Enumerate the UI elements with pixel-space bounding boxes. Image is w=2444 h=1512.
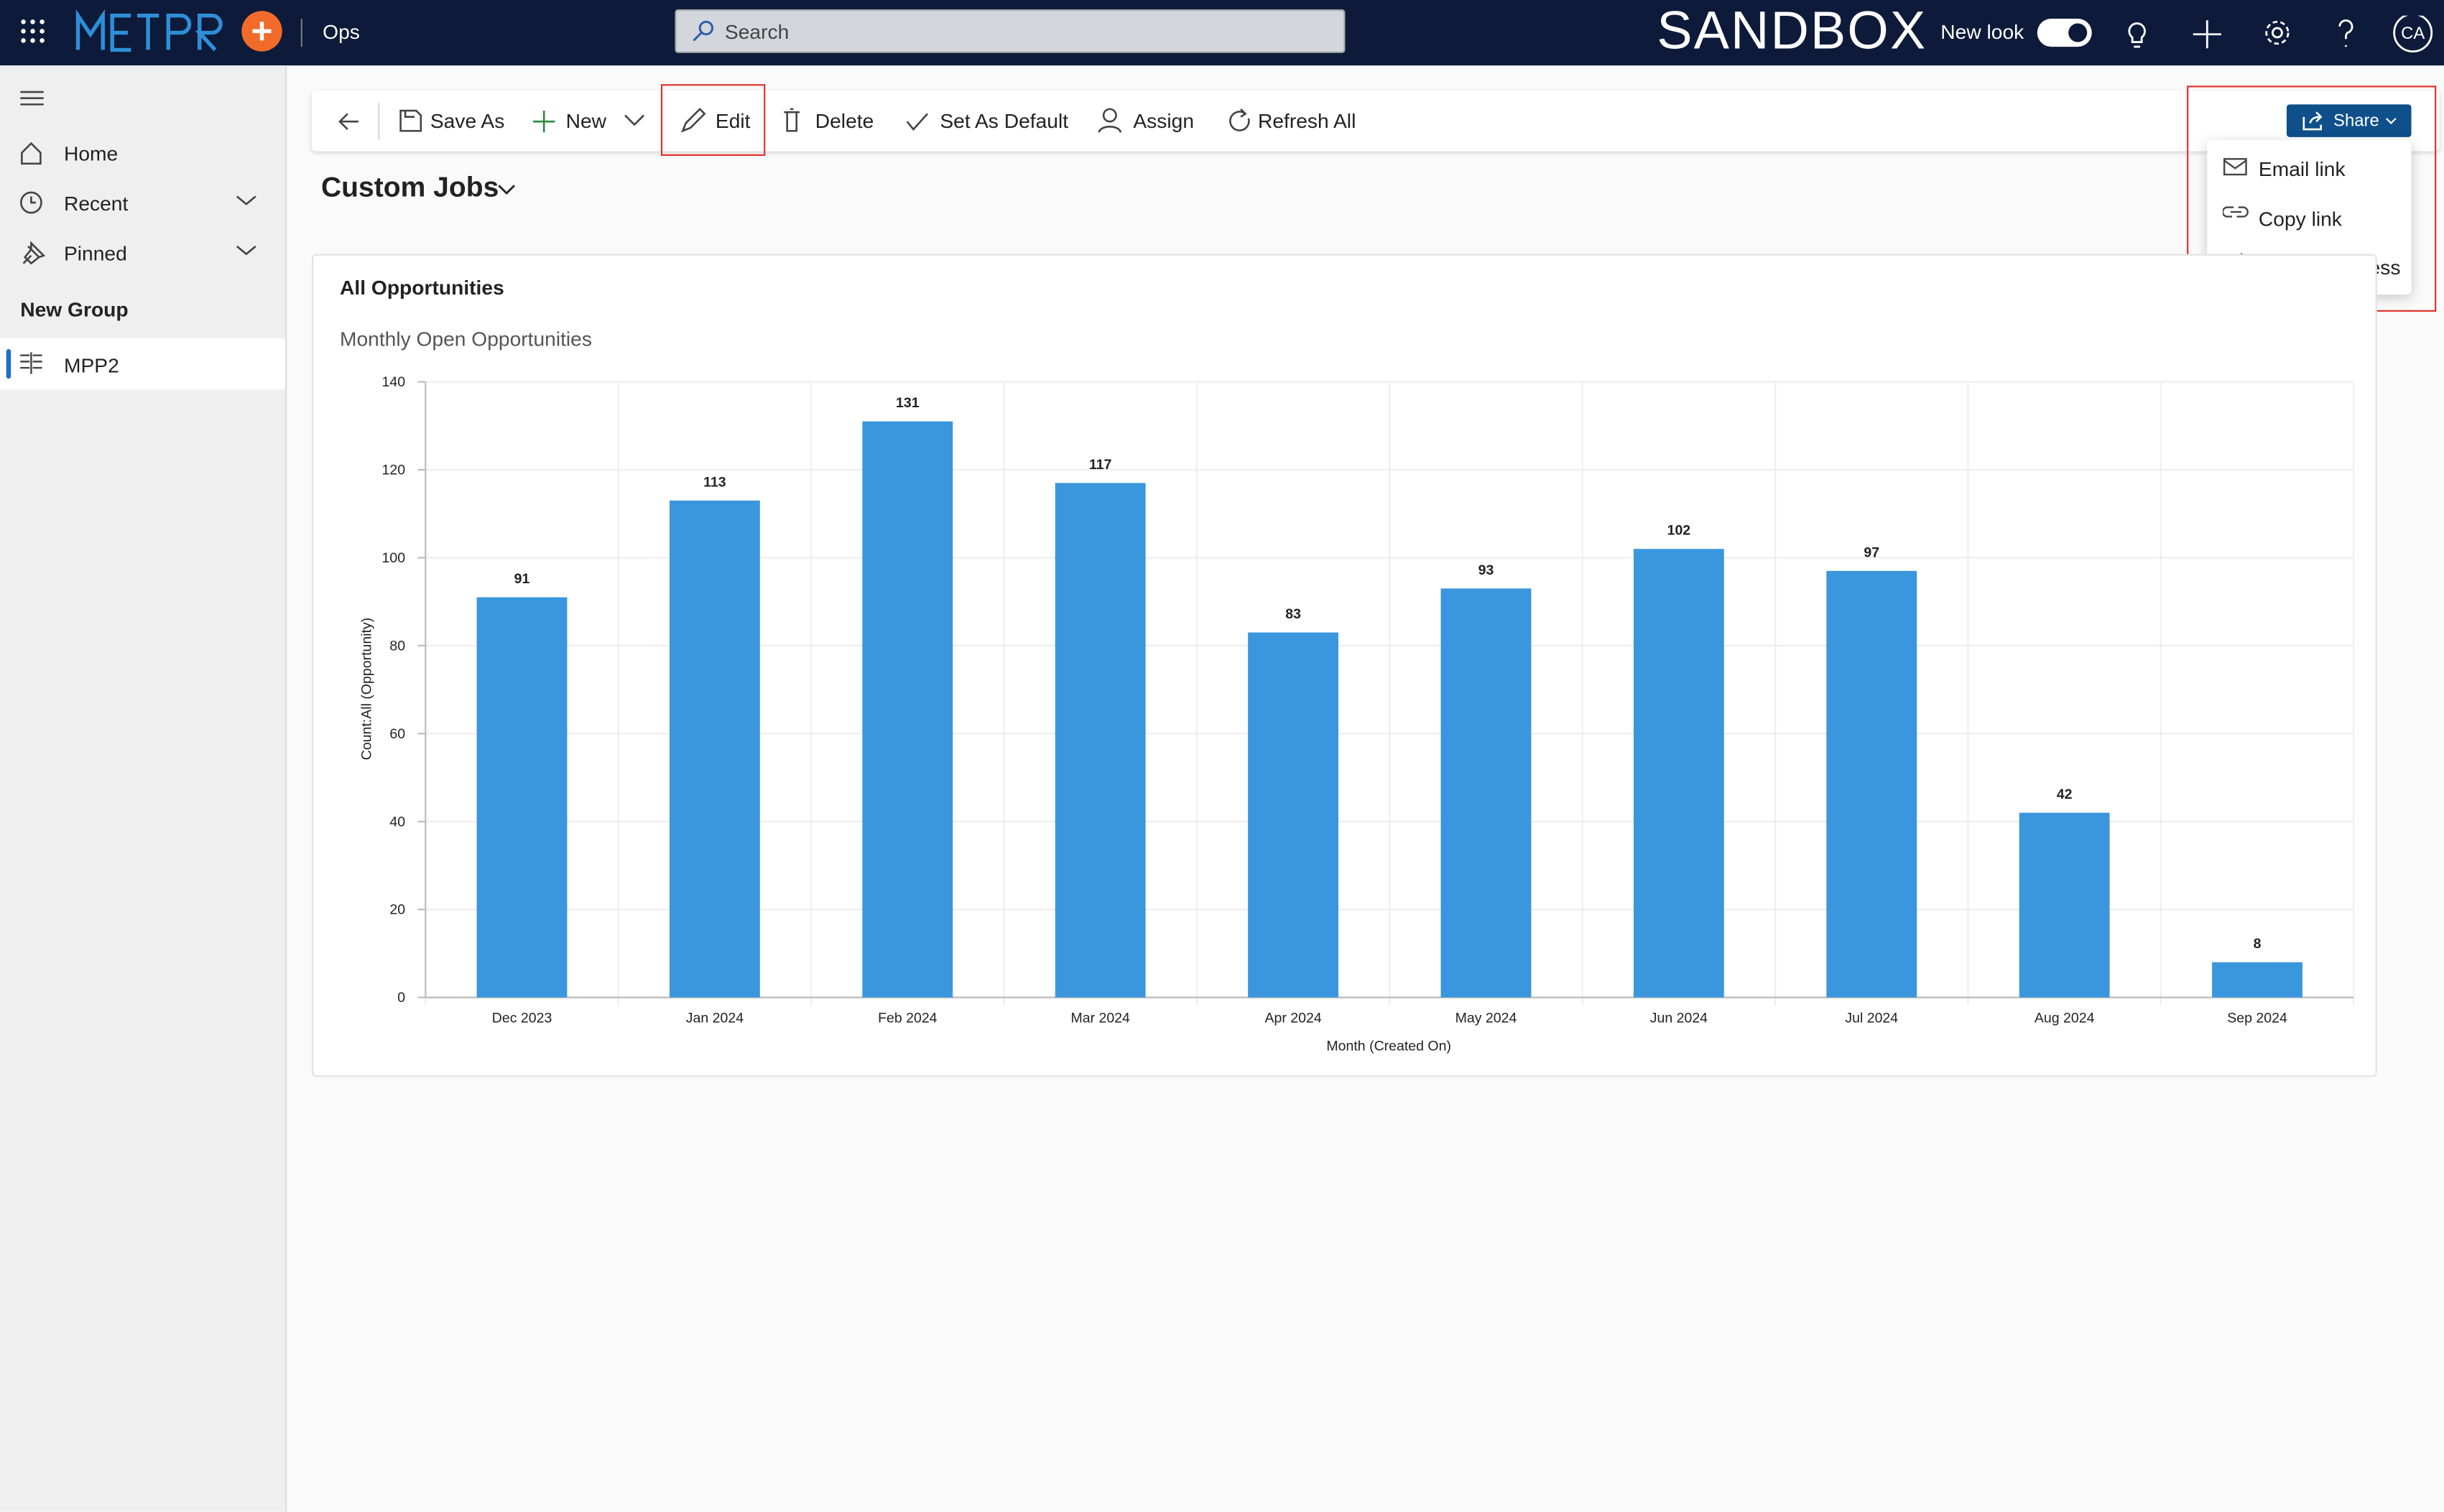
nav-item: MPP2 [63,353,119,378]
search-placeholder: Search [724,20,790,44]
value-label: 117 [1089,457,1111,473]
value-label: 93 [1478,562,1494,578]
command-bar [311,90,2440,152]
environment-label: SANDBOX [1657,1,1927,61]
highlight-box [660,84,766,156]
command[interactable]: Edit [715,108,751,133]
menu-item[interactable]: Email link [2258,157,2346,181]
search-box[interactable]: Search [675,9,1346,53]
bar [1055,483,1146,998]
value-label: 131 [896,395,920,411]
x-tick-label: Apr 2024 [1264,1010,1321,1026]
command[interactable]: Assign [1133,108,1195,133]
nav-selected[interactable]: MPP2 [0,338,286,390]
x-tick-label: May 2024 [1455,1010,1517,1026]
avatar[interactable]: CA [2401,24,2425,43]
x-tick-label: Jun 2024 [1650,1010,1708,1026]
bar [1826,570,1917,998]
bar [2019,812,2110,998]
new-look-toggle[interactable] [2037,19,2092,47]
app-area[interactable]: Ops [323,20,360,44]
bar [2212,962,2302,998]
value-label: 102 [1667,523,1691,539]
nav-icons [19,142,256,265]
selection-bar [6,349,11,379]
x-tick-label: Mar 2024 [1070,1010,1130,1026]
search-icon [693,20,714,42]
x-tick-label: Jul 2024 [1845,1010,1898,1026]
view-title[interactable]: Custom Jobs [320,171,499,203]
share-icon [2302,111,2323,131]
menu-item[interactable]: Copy link [2258,207,2342,231]
value-label: 8 [2254,936,2262,952]
chart-title: Monthly Open Opportunities [340,328,592,351]
y-axis-label: Count:All (Opportunity) [358,618,374,760]
toggle-knob [2068,23,2088,42]
y-tick-label: 100 [382,550,406,566]
value-label: 91 [514,571,530,587]
nav-item[interactable]: Pinned [63,241,127,265]
command-icons [338,103,1250,141]
bar [669,500,760,998]
y-tick-label: 60 [389,726,405,742]
header-icons[interactable]: CA [2123,15,2435,53]
divider [300,19,302,47]
top-bar: Ops Search SANDBOX New look CA [0,0,2444,66]
chevron [498,185,515,195]
y-tick-label: 80 [389,638,405,654]
y-tick-label: 0 [397,990,405,1006]
x-tick-label: Aug 2024 [2035,1010,2095,1026]
y-tick-label: 140 [382,374,406,390]
x-tick-label: Dec 2023 [492,1010,552,1026]
entity-icon [20,352,42,374]
value-label: 83 [1285,606,1301,622]
bar [1633,549,1724,998]
logo [75,9,282,52]
bar [476,597,568,998]
y-tick-label: 120 [382,463,406,478]
nav-group: New Group [20,297,129,321]
command[interactable]: Set As Default [940,108,1069,133]
x-tick-label: Feb 2024 [878,1010,938,1026]
chevron [2386,118,2397,124]
chart: Monthly Open Opportunities Month (Create… [340,328,2355,1054]
menu-toggle[interactable] [20,91,45,106]
command[interactable]: New [565,108,607,133]
share-label: Share [2333,112,2379,131]
y-tick-label: 20 [389,902,405,918]
command[interactable]: Refresh All [1257,108,1356,133]
x-axis-label: Month (Created On) [1326,1038,1451,1054]
command[interactable]: Delete [815,108,874,133]
command[interactable]: Save As [430,108,505,133]
nav-item[interactable]: Recent [63,191,129,215]
value-label: 113 [703,474,726,490]
app-launcher[interactable] [20,19,48,47]
sidebar: Home Recent Pinned New Group MPP2 [0,65,287,1512]
x-tick-label: Sep 2024 [2227,1010,2287,1026]
share-button[interactable]: Share [2286,104,2412,137]
bar [1440,588,1532,998]
value-label: 42 [2057,787,2073,802]
new-look-label: New look [1940,20,2024,44]
card-title: All Opportunities [339,276,504,300]
bar [862,421,953,998]
y-tick-label: 40 [389,814,405,830]
nav-item[interactable]: Home [63,142,119,165]
bar [1248,632,1339,998]
x-tick-label: Jan 2024 [686,1010,744,1026]
value-label: 97 [1864,544,1879,560]
